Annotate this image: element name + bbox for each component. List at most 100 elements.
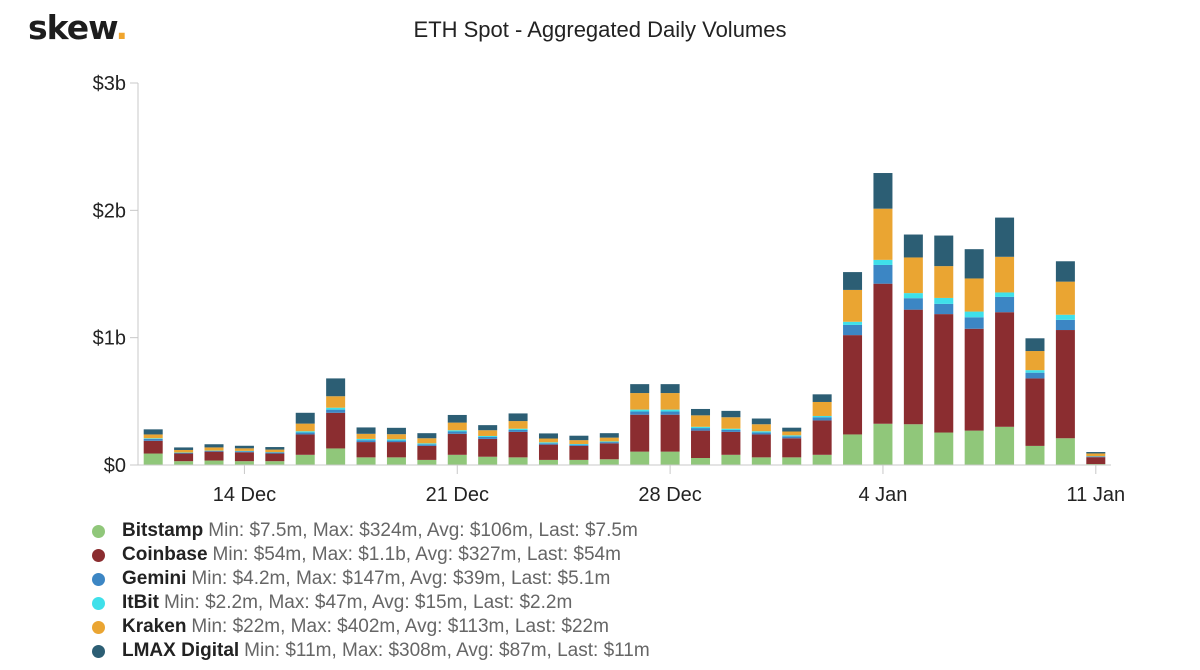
bar-segment-gemini xyxy=(569,444,589,446)
bar-segment-bitstamp xyxy=(295,454,315,465)
bar-segment-coinbase xyxy=(903,309,923,425)
y-tick-label: $2b xyxy=(93,200,126,222)
bar-segment-bitstamp xyxy=(599,459,619,465)
x-tick-label: 11 Jan xyxy=(1067,484,1126,506)
bar-segment-gemini xyxy=(417,444,437,446)
bar-segment-lmax-digital xyxy=(295,412,315,424)
bar-segment-coinbase xyxy=(356,442,376,458)
bar-segment-coinbase xyxy=(751,434,771,458)
legend-item[interactable]: Coinbase Min: $54m, Max: $1.1b, Avg: $327… xyxy=(92,543,650,567)
bar-segment-bitstamp xyxy=(1055,438,1075,465)
legend-item[interactable]: Bitstamp Min: $7.5m, Max: $324m, Avg: $10… xyxy=(92,519,650,543)
bar-segment-kraken xyxy=(447,422,467,431)
legend-swatch xyxy=(92,524,105,538)
legend-item[interactable]: Kraken Min: $22m, Max: $402m, Avg: $113m,… xyxy=(92,615,650,639)
bar-segment-coinbase xyxy=(964,328,984,431)
bar-segment-bitstamp xyxy=(569,459,589,465)
bar-segment-lmax-digital xyxy=(234,445,254,449)
bar-segment-gemini xyxy=(143,438,163,441)
bar-segment-kraken xyxy=(903,257,923,294)
bar-segment-coinbase xyxy=(569,445,589,460)
bar-segment-coinbase xyxy=(417,445,437,460)
bar-segment-kraken xyxy=(326,396,346,408)
bar-segment-lmax-digital xyxy=(356,427,376,434)
bar-segment-kraken xyxy=(782,431,802,436)
x-tick-label: 14 Dec xyxy=(213,484,276,506)
bar-segment-bitstamp xyxy=(721,454,741,465)
bar-segment-bitstamp xyxy=(691,458,711,465)
bar-segment-itbit xyxy=(782,435,802,437)
bar-segment-itbit xyxy=(478,435,498,437)
legend-item[interactable]: Gemini Min: $4.2m, Max: $147m, Avg: $39m,… xyxy=(92,567,650,591)
bar-segment-gemini xyxy=(630,411,650,415)
bar-segment-lmax-digital xyxy=(691,408,711,416)
bar-segment-coinbase xyxy=(1025,378,1045,446)
bar-segment-coinbase xyxy=(1055,330,1075,439)
bar-segment-coinbase xyxy=(630,414,650,452)
legend-series-name: Coinbase xyxy=(122,544,208,565)
bar-segment-gemini xyxy=(995,296,1015,313)
bar-segment-bitstamp xyxy=(782,457,802,465)
bar-segment-lmax-digital xyxy=(1086,452,1106,454)
bar-segment-itbit xyxy=(751,431,771,433)
bar-segment-coinbase xyxy=(538,444,558,460)
bar-segment-coinbase xyxy=(326,412,346,449)
legend-series-name: Bitstamp xyxy=(122,520,204,541)
bar-segment-gemini xyxy=(265,452,285,454)
bar-segment-coinbase xyxy=(234,452,254,462)
bar-segment-gemini xyxy=(903,298,923,310)
bar-segment-bitstamp xyxy=(478,456,498,465)
bar-segment-gemini xyxy=(174,452,194,454)
bar-segment-kraken xyxy=(265,449,285,453)
bar-segment-bitstamp xyxy=(934,432,954,465)
bar-segment-lmax-digital xyxy=(599,433,619,438)
bar-segment-coinbase xyxy=(843,335,863,435)
legend-series-stats: Min: $54m, Max: $1.1b, Avg: $327m, Last:… xyxy=(212,544,621,565)
bar-segment-coinbase xyxy=(478,438,498,457)
bar-segment-coinbase xyxy=(447,433,467,455)
bar-segment-coinbase xyxy=(599,443,619,460)
bar-segment-gemini xyxy=(1055,319,1075,331)
bar-segment-kraken xyxy=(386,434,406,440)
legend-swatch xyxy=(92,548,105,562)
legend-series-stats: Min: $4.2m, Max: $147m, Avg: $39m, Last:… xyxy=(191,568,611,589)
bar-segment-itbit xyxy=(599,441,619,443)
bar-segment-gemini xyxy=(873,264,893,284)
legend-series-name: Gemini xyxy=(122,568,187,589)
bar-segment-gemini xyxy=(478,436,498,439)
bar-segment-kraken xyxy=(995,256,1015,293)
legend-item[interactable]: LMAX Digital Min: $11m, Max: $308m, Avg: … xyxy=(92,639,650,663)
bar-segment-gemini xyxy=(508,429,528,432)
bar-segment-coinbase xyxy=(508,431,528,458)
bar-segment-bitstamp xyxy=(630,451,650,465)
bar-segment-lmax-digital xyxy=(660,384,680,394)
bar-segment-itbit xyxy=(964,311,984,318)
bar-segment-itbit xyxy=(508,428,528,430)
bar-segment-lmax-digital xyxy=(843,272,863,290)
x-tick-label: 21 Dec xyxy=(426,484,489,506)
bar-segment-kraken xyxy=(295,423,315,432)
bar-segment-kraken xyxy=(964,278,984,312)
legend-series-name: ItBit xyxy=(122,592,159,613)
bar-segment-lmax-digital xyxy=(508,413,528,422)
bar-segment-coinbase xyxy=(386,442,406,458)
bar-segment-gemini xyxy=(326,409,346,413)
bar-segment-itbit xyxy=(934,297,954,304)
bar-segment-lmax-digital xyxy=(569,435,589,441)
bar-segment-kraken xyxy=(599,437,619,442)
bar-segment-gemini xyxy=(599,442,619,444)
bar-segment-gemini xyxy=(691,428,711,431)
bar-segment-bitstamp xyxy=(873,423,893,465)
bar-segment-kraken xyxy=(873,208,893,260)
legend-series-name: Kraken xyxy=(122,616,187,637)
bar-segment-coinbase xyxy=(995,312,1015,427)
bar-segment-itbit xyxy=(1025,370,1045,373)
bar-segment-gemini xyxy=(934,303,954,315)
x-tick-label: 4 Jan xyxy=(858,484,907,506)
bar-segment-gemini xyxy=(782,436,802,439)
bar-segment-itbit xyxy=(630,409,650,412)
bar-segment-kraken xyxy=(721,417,741,429)
x-tick-label: 28 Dec xyxy=(638,484,701,506)
legend-item[interactable]: ItBit Min: $2.2m, Max: $47m, Avg: $15m, L… xyxy=(92,591,650,615)
bar-segment-lmax-digital xyxy=(630,384,650,394)
